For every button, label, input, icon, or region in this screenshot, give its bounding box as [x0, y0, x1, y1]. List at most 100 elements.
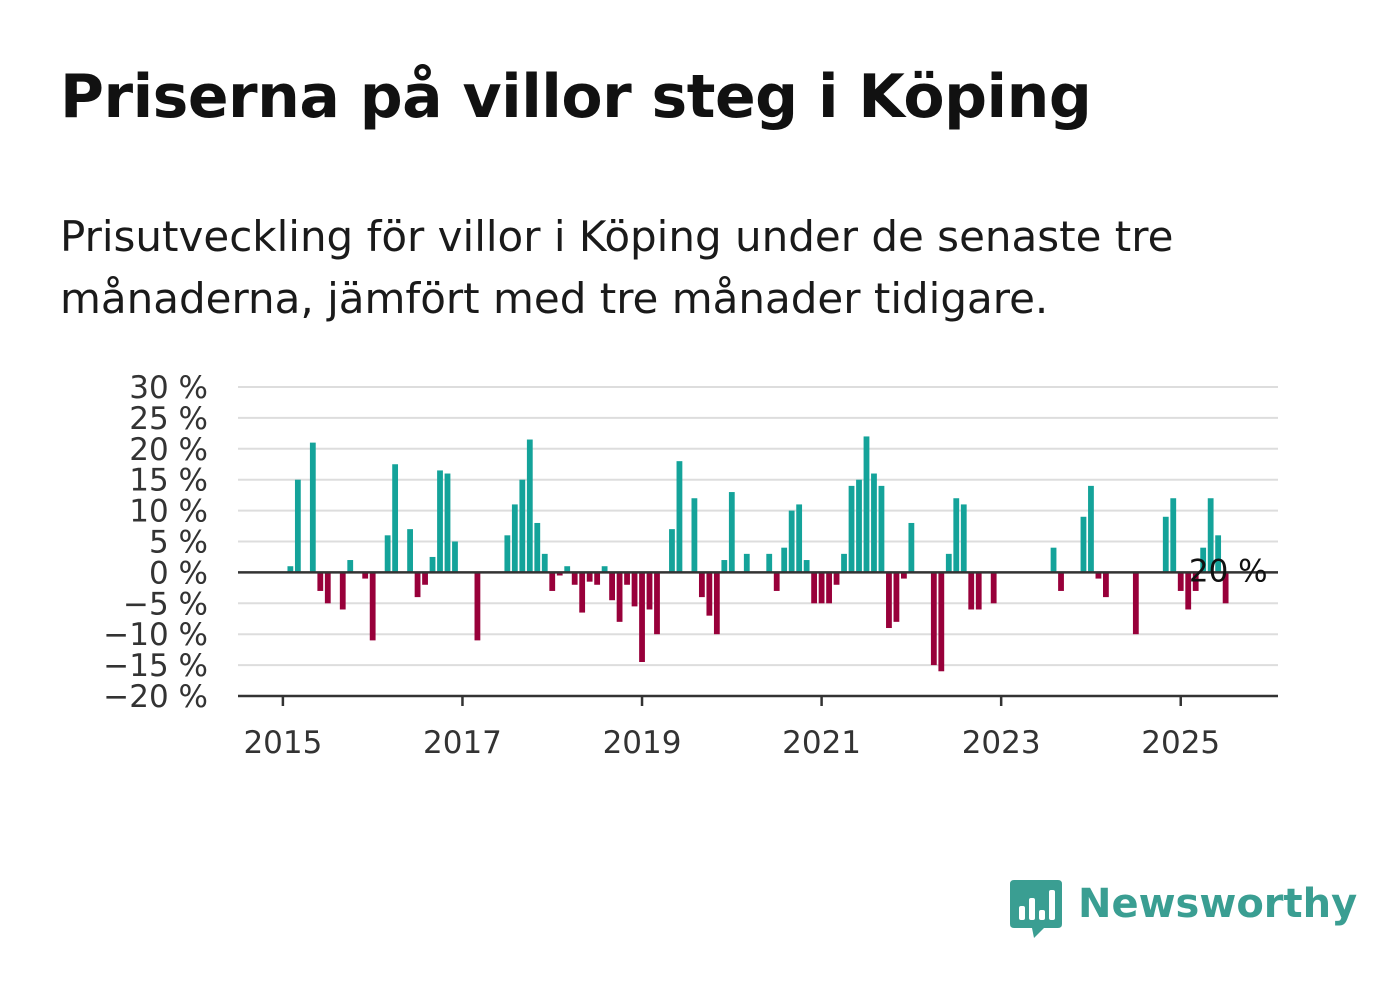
y-tick-label: 30 % — [129, 370, 208, 406]
bar — [1215, 535, 1222, 573]
bar — [541, 553, 548, 573]
bar — [392, 464, 399, 573]
bar — [646, 572, 653, 610]
bar — [871, 473, 877, 573]
y-tick-label: −5 % — [123, 586, 208, 622]
bar — [526, 439, 533, 573]
bar — [347, 560, 354, 573]
bar — [631, 572, 638, 607]
x-tick-label: 2019 — [603, 725, 682, 761]
bar — [407, 529, 413, 573]
bar — [1058, 572, 1064, 591]
bar — [706, 572, 713, 616]
bar — [669, 529, 675, 573]
y-tick-label: 15 % — [129, 463, 208, 499]
bar — [788, 510, 795, 573]
bar — [886, 572, 892, 629]
bar — [1222, 572, 1229, 604]
bar — [594, 572, 601, 585]
bar — [586, 572, 593, 582]
bar — [953, 498, 960, 573]
bar — [938, 572, 945, 672]
y-tick-label: 5 % — [149, 525, 208, 561]
chart-title: Priserna på villor steg i Köping — [60, 62, 1092, 132]
bar — [930, 572, 937, 666]
bar — [519, 479, 526, 573]
bar — [556, 572, 563, 576]
newsworthy-bar-chart-icon — [1010, 880, 1062, 938]
x-tick-label: 2015 — [243, 725, 322, 761]
bar — [384, 535, 391, 573]
bar — [362, 572, 369, 579]
bar — [422, 572, 428, 585]
bar — [826, 572, 832, 604]
bar — [803, 560, 810, 573]
newsworthy-logo: Newsworthy — [1010, 880, 1357, 940]
bar — [601, 566, 608, 573]
bar — [1162, 516, 1169, 573]
bar — [713, 572, 720, 635]
bar — [1080, 516, 1087, 573]
bar — [1207, 498, 1214, 573]
bar — [773, 572, 780, 591]
x-tick-label: 2023 — [962, 725, 1041, 761]
bar — [878, 485, 885, 573]
tick-labels: 30 %25 %20 %15 %10 %5 %0 %−5 %−10 %−15 %… — [103, 370, 1267, 761]
bar — [444, 473, 451, 573]
x-tick-label: 2021 — [782, 725, 861, 761]
bar — [698, 572, 705, 598]
bar — [414, 572, 421, 598]
bar — [369, 572, 376, 641]
bar — [811, 572, 818, 604]
y-tick-label: −15 % — [103, 648, 208, 684]
bar — [676, 461, 683, 573]
bar — [1170, 498, 1177, 573]
bar — [504, 535, 511, 573]
bar — [511, 504, 518, 573]
bar — [833, 572, 840, 585]
bar — [691, 498, 698, 573]
bar — [908, 522, 915, 573]
bar — [818, 572, 825, 604]
bar — [781, 547, 788, 573]
bar — [841, 553, 847, 573]
bar — [796, 504, 803, 573]
bar — [429, 556, 436, 573]
chart-subtitle: Prisutveckling för villor i Köping under… — [60, 212, 1174, 323]
bar — [624, 572, 630, 585]
bar — [339, 572, 346, 610]
bar — [901, 572, 907, 579]
bar — [294, 479, 301, 573]
bar — [317, 572, 324, 591]
bar — [848, 485, 855, 573]
bar — [766, 553, 773, 573]
bar — [564, 566, 571, 573]
brand-name: Newsworthy — [1078, 881, 1358, 927]
bar — [654, 572, 660, 635]
bar — [1095, 572, 1102, 579]
bar — [639, 572, 645, 663]
x-tick-label: 2017 — [423, 725, 502, 761]
bar — [1103, 572, 1109, 598]
axes — [238, 571, 1278, 706]
bar — [579, 572, 586, 613]
bar — [1177, 572, 1184, 591]
x-tick-label: 2025 — [1141, 725, 1220, 761]
y-tick-label: 25 % — [129, 401, 208, 437]
bar — [1050, 547, 1057, 573]
y-tick-label: −20 % — [103, 679, 208, 715]
bar — [474, 572, 481, 641]
bar — [1200, 547, 1207, 573]
bar — [1132, 572, 1139, 635]
bar — [616, 572, 623, 622]
y-tick-label: 10 % — [129, 494, 208, 530]
bar — [309, 442, 316, 573]
bar — [743, 553, 750, 573]
bar — [960, 504, 967, 573]
bar — [728, 492, 735, 573]
last-value-label: 20 % — [1189, 553, 1268, 589]
bar — [968, 572, 975, 610]
bar — [549, 572, 556, 591]
bar — [609, 572, 615, 601]
bar — [863, 436, 870, 573]
